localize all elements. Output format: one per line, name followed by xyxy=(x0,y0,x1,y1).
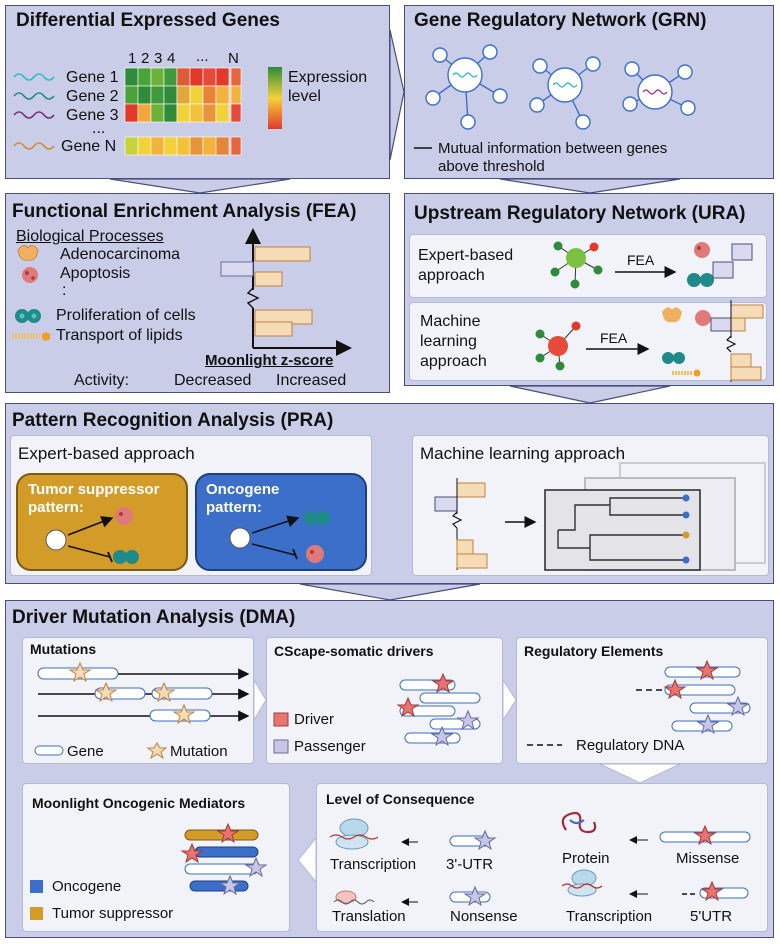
expression-color-scale xyxy=(268,67,282,129)
regulatory-dna-label: Regulatory DNA xyxy=(576,737,685,754)
pra-expert-label: Expert-based approach xyxy=(18,444,195,463)
deg-col-1: 1 xyxy=(128,50,137,67)
ura-expert-network xyxy=(550,241,603,289)
fea-activity-label: Activity: xyxy=(74,372,130,389)
panel-connectors xyxy=(109,29,681,601)
mom-graphic xyxy=(30,822,268,920)
pra-ml-graphic xyxy=(434,462,766,571)
grn-title: Gene Regulatory Network (GRN) xyxy=(414,10,707,31)
oncogene-pattern-graphic xyxy=(229,511,330,563)
fea-process-proliferation: Proliferation of cells xyxy=(56,307,196,324)
pra-title: Pattern Recognition Analysis (PRA) xyxy=(12,410,334,431)
loc-translation: Translation xyxy=(332,908,406,925)
deg-title: Differential Expressed Genes xyxy=(16,10,280,31)
ura-expert-icons xyxy=(687,242,753,287)
pra-ml-label: Machine learning approach xyxy=(420,444,626,463)
ura-ml-network xyxy=(535,321,581,371)
oncogene-pattern-label: Oncogene pattern: xyxy=(206,481,280,516)
mom-title: Moonlight Oncogenic Mediators xyxy=(32,795,246,811)
loc-5utr: 5'UTR xyxy=(690,908,733,925)
grn-node-waves xyxy=(452,72,668,95)
loc-transcription-2: Transcription xyxy=(566,908,653,925)
fea-increased-label: Increased xyxy=(276,372,347,389)
tsg-pattern-graphic xyxy=(45,507,139,564)
deg-gene-1: Gene 1 xyxy=(66,69,119,86)
dma-connectors xyxy=(253,678,681,884)
gene-wave-icons xyxy=(13,73,55,150)
ura-fea-label-1: FEA xyxy=(627,252,655,268)
dma-regulatory-card xyxy=(516,637,768,764)
tsg-pattern-label: Tumor suppressor pattern: xyxy=(28,481,160,516)
cscape-driver-label: Driver xyxy=(294,711,334,728)
deg-gene-dots: ... xyxy=(92,120,106,137)
loc-nonsense: Nonsense xyxy=(450,908,518,925)
loc-graphic xyxy=(329,811,751,907)
fea-process-apoptosis: Apoptosis xyxy=(60,265,131,282)
fea-axis-chart xyxy=(220,228,352,356)
deg-col-2: 2 xyxy=(141,50,150,67)
loc-transcription-1: Transcription xyxy=(330,856,417,873)
deg-legend: Expression level xyxy=(288,69,368,105)
ura-ml-icons xyxy=(662,300,764,382)
mutations-graphic xyxy=(34,661,250,760)
mutations-gene-label: Gene xyxy=(67,743,104,760)
cscape-title: CScape-somatic drivers xyxy=(274,643,434,659)
fea-process-adenocarcinoma: Adenocarcinoma xyxy=(60,246,181,263)
ura-expert-label: Expert-based approach xyxy=(418,247,514,284)
deg-gene-2: Gene 2 xyxy=(66,88,119,105)
ura-fea-label-2: FEA xyxy=(600,330,628,346)
fea-processes-header: Biological Processes xyxy=(16,228,164,245)
dma-loc-card xyxy=(316,783,768,932)
loc-protein: Protein xyxy=(562,850,610,867)
fea-process-icons xyxy=(12,245,50,341)
mutations-title: Mutations xyxy=(30,641,97,657)
grn-legend: Mutual information between genes above t… xyxy=(438,140,668,175)
deg-col-4: 4 xyxy=(167,50,176,67)
loc-missense: Missense xyxy=(676,850,740,867)
fea-decreased-label: Decreased xyxy=(174,372,252,389)
cscape-passenger-label: Passenger xyxy=(294,738,366,755)
ura-title: Upstream Regulatory Network (URA) xyxy=(414,203,746,224)
mom-tsg-label: Tumor suppressor xyxy=(52,905,174,922)
dma-mutations-card xyxy=(22,637,254,764)
deg-gene-n: Gene N xyxy=(61,138,117,155)
deg-col-dots: ... xyxy=(196,48,209,65)
deg-gene-3: Gene 3 xyxy=(66,107,119,124)
cscape-graphic xyxy=(273,672,481,754)
dma-title: Driver Mutation Analysis (DMA) xyxy=(12,607,296,628)
fea-process-ellipsis: : xyxy=(62,282,67,299)
loc-3utr: 3'-UTR xyxy=(446,856,494,873)
ura-ml-label: Machine learning approach xyxy=(420,313,487,370)
deg-col-3: 3 xyxy=(154,50,163,67)
fea-axis-label: Moonlight z-score xyxy=(205,352,334,369)
expression-heatmap xyxy=(124,67,242,156)
loc-title: Level of Consequence xyxy=(326,791,475,807)
fea-panel xyxy=(5,193,390,393)
mom-oncogene-label: Oncogene xyxy=(52,878,122,895)
fea-title: Functional Enrichment Analysis (FEA) xyxy=(12,201,357,222)
regulatory-title: Regulatory Elements xyxy=(524,643,664,659)
mutations-mutation-label: Mutation xyxy=(170,743,228,760)
regulatory-graphic xyxy=(527,659,751,746)
deg-col-n: N xyxy=(228,50,239,67)
fea-process-transport: Transport of lipids xyxy=(56,327,183,344)
